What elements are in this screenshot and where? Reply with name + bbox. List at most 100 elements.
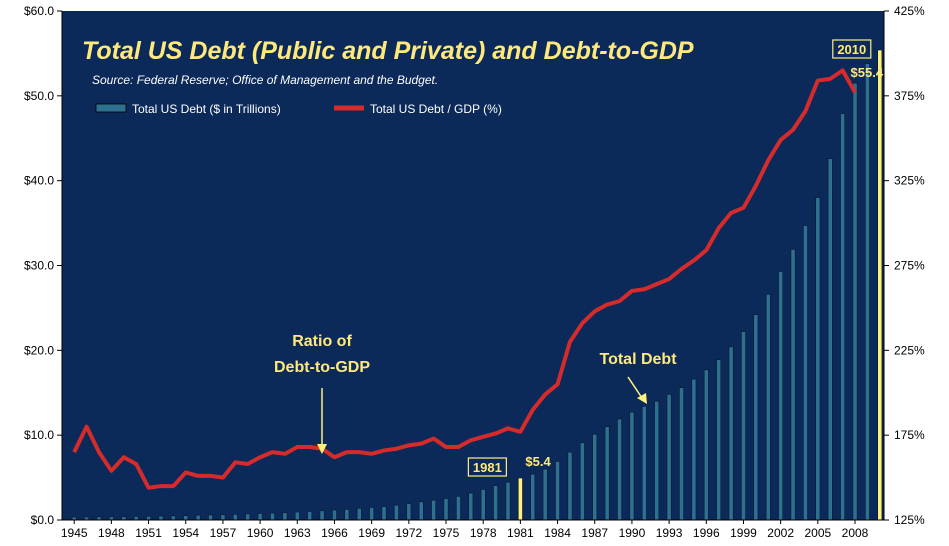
left-tick-label: $60.0: [24, 4, 54, 18]
x-tick-label: 1972: [395, 526, 422, 540]
x-tick-label: 1966: [321, 526, 348, 540]
bar-1986: [579, 442, 585, 521]
bar-2000: [753, 314, 759, 521]
callout-year-box-1981: [467, 457, 507, 477]
chart-title: Total US Debt (Public and Private) and D…: [82, 37, 694, 65]
right-tick-label: 325%: [894, 174, 925, 188]
line-series: [72, 68, 857, 490]
left-tick-label: $50.0: [24, 89, 54, 103]
bar-1993: [666, 394, 672, 521]
bar-2006: [827, 158, 833, 521]
annotation-ratio-line1: Ratio of: [292, 333, 352, 350]
legend-bar-swatch: [95, 103, 127, 113]
bar-1976: [456, 496, 461, 521]
bar-2010: [877, 49, 883, 521]
annotation-total-debt: Total Debt: [599, 351, 677, 404]
annotation-ratio: Ratio of Debt-to-GDP: [274, 333, 370, 454]
bar-1963: [294, 511, 300, 521]
bar-1972: [406, 503, 412, 521]
x-tick-label: 1978: [470, 526, 497, 540]
bar-1960: [257, 513, 263, 521]
bar-1954: [183, 515, 189, 521]
bar-1988: [604, 426, 610, 521]
callout-layer: 1981 $5.4 2010 $55.4: [467, 39, 884, 477]
left-tick-label: $0.0: [31, 513, 55, 527]
bar-1969: [369, 507, 375, 521]
legend-bar-label: Total US Debt ($ in Trillions): [132, 102, 281, 116]
bar-2003: [790, 249, 796, 521]
bar-1973: [418, 501, 424, 521]
x-tick-label: 2005: [804, 526, 831, 540]
bar-1979: [493, 485, 498, 521]
bar-2008: [852, 82, 858, 521]
right-tick-label: 175%: [894, 428, 925, 442]
annotation-total-debt-arrow: [627, 376, 643, 399]
left-tick-label: $20.0: [24, 343, 54, 357]
bar-1964: [307, 511, 313, 521]
bar-1983: [542, 468, 548, 521]
bar-1957: [220, 514, 226, 521]
right-axis: 125% 175% 225% 275% 325% 375% 425%: [883, 4, 925, 527]
bar-2002: [778, 271, 784, 521]
right-tick-label: 225%: [894, 343, 925, 357]
bar-1952: [158, 515, 164, 521]
left-tick-label: $30.0: [24, 259, 54, 273]
bar-1953: [170, 515, 176, 521]
bar-1981: [517, 477, 523, 521]
left-tick-label: $40.0: [24, 174, 54, 188]
bar-2009: [865, 63, 870, 521]
debt-to-gdp-line: [72, 68, 857, 490]
bar-1978: [480, 489, 486, 521]
x-tick-label: 1984: [544, 526, 571, 540]
x-tick-label: 1993: [656, 526, 683, 540]
bar-1982: [530, 473, 536, 521]
bar-1971: [394, 504, 399, 521]
x-tick-label: 1990: [619, 526, 646, 540]
plot-background: [62, 11, 884, 520]
bar-1965: [319, 510, 325, 521]
bar-2005: [815, 197, 821, 521]
callout-year-2010: 2010: [837, 42, 866, 57]
bar-2001: [765, 294, 771, 521]
callout-value-2010: $55.4: [851, 65, 884, 80]
x-tick-label: 1987: [581, 526, 608, 540]
bar-1968: [356, 508, 362, 521]
bar-1990: [629, 411, 635, 521]
bar-1997: [716, 359, 722, 521]
callout-year-box-2010: [832, 39, 872, 59]
bar-1951: [146, 515, 151, 521]
x-tick-label: 1996: [693, 526, 720, 540]
legend-line-label: Total US Debt / GDP (%): [370, 102, 502, 116]
bar-1985: [567, 451, 573, 521]
x-tick-label: 1954: [172, 526, 199, 540]
x-tick-label: 2008: [842, 526, 869, 540]
bar-1966: [332, 509, 337, 521]
bar-1989: [617, 418, 622, 521]
bar-1959: [245, 513, 251, 521]
x-tick-label: 1957: [210, 526, 237, 540]
annotation-ratio-arrowhead: [317, 444, 327, 454]
callout-value-1981: $5.4: [525, 454, 551, 469]
left-axis: $0.0 $10.0 $20.0 $30.0 $40.0 $50.0 $60.0: [24, 4, 63, 527]
bar-1998: [728, 346, 734, 521]
bar-1995: [691, 378, 697, 521]
bar-1956: [208, 514, 213, 521]
bar-1974: [431, 499, 437, 521]
bar-1984: [555, 461, 560, 521]
bar-1967: [344, 509, 350, 521]
x-tick-label: 1948: [98, 526, 125, 540]
bar-1999: [741, 331, 746, 521]
bar-1958: [232, 514, 238, 521]
bar-1950: [133, 516, 139, 521]
annotation-total-debt-arrowhead: [637, 393, 647, 404]
right-tick-label: 125%: [894, 513, 925, 527]
x-tick-label: 1960: [247, 526, 274, 540]
bar-1961: [270, 512, 275, 521]
bar-1977: [468, 492, 474, 521]
chart-subtitle: Source: Federal Reserve; Office of Manag…: [92, 73, 438, 87]
bar-1975: [443, 498, 449, 521]
x-tick-label: 1951: [135, 526, 162, 540]
bar-1970: [381, 506, 387, 521]
right-tick-label: 425%: [894, 4, 925, 18]
